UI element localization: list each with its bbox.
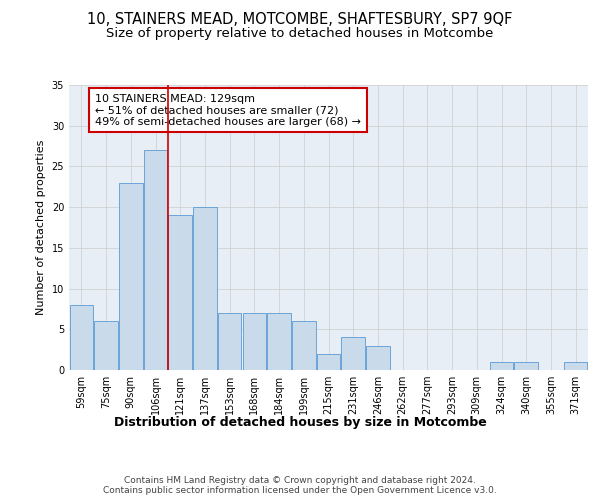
Y-axis label: Number of detached properties: Number of detached properties — [36, 140, 46, 315]
Text: 10, STAINERS MEAD, MOTCOMBE, SHAFTESBURY, SP7 9QF: 10, STAINERS MEAD, MOTCOMBE, SHAFTESBURY… — [88, 12, 512, 28]
Bar — [366, 346, 389, 370]
Bar — [70, 305, 93, 370]
Bar — [341, 338, 365, 370]
Bar — [268, 313, 291, 370]
Bar — [564, 362, 587, 370]
Bar — [242, 313, 266, 370]
Bar — [514, 362, 538, 370]
Bar — [144, 150, 167, 370]
Bar — [169, 216, 192, 370]
Bar — [317, 354, 340, 370]
Text: 10 STAINERS MEAD: 129sqm
← 51% of detached houses are smaller (72)
49% of semi-d: 10 STAINERS MEAD: 129sqm ← 51% of detach… — [95, 94, 361, 126]
Bar — [119, 182, 143, 370]
Bar — [218, 313, 241, 370]
Text: Size of property relative to detached houses in Motcombe: Size of property relative to detached ho… — [106, 28, 494, 40]
Bar — [94, 321, 118, 370]
Text: Distribution of detached houses by size in Motcombe: Distribution of detached houses by size … — [113, 416, 487, 429]
Bar — [292, 321, 316, 370]
Text: Contains HM Land Registry data © Crown copyright and database right 2024.
Contai: Contains HM Land Registry data © Crown c… — [103, 476, 497, 495]
Bar — [490, 362, 513, 370]
Bar — [193, 207, 217, 370]
